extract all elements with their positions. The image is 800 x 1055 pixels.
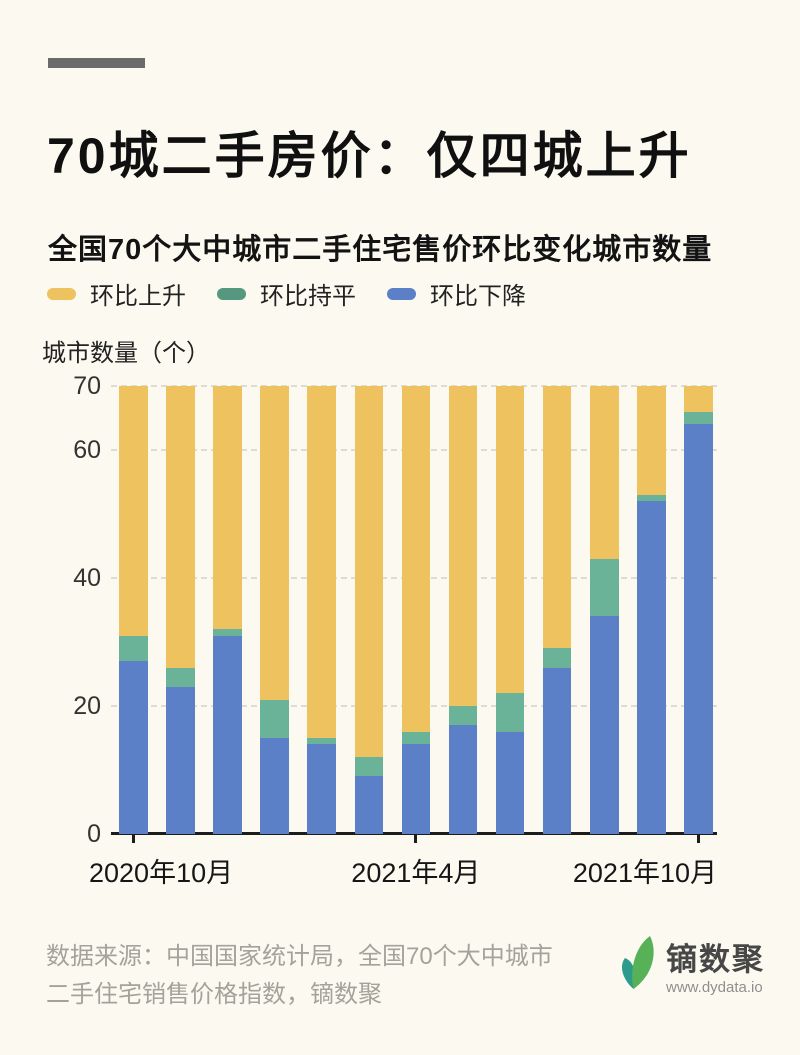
bar-segment-环比持平 (495, 693, 525, 732)
legend-item-环比下降: 环比下降 (387, 276, 526, 311)
bar-2020年11月 (166, 386, 195, 834)
legend-swatch (47, 287, 76, 300)
legend-label: 环比上升 (90, 283, 186, 310)
y-axis-title: 城市数量（个） (42, 340, 210, 367)
x-axis-tick (696, 835, 700, 843)
legend-swatch (387, 287, 416, 300)
legend-item-环比持平: 环比持平 (217, 276, 356, 311)
bar-segment-环比下降 (166, 686, 195, 834)
x-axis-tick (131, 835, 135, 843)
y-axis-tick-label: 20 (73, 692, 101, 720)
bar-segment-环比上升 (166, 386, 195, 668)
leaf-icon (621, 936, 654, 989)
bar-2020年10月 (119, 386, 148, 834)
bar-segment-环比上升 (542, 386, 572, 649)
data-source-line2: 二手住宅销售价格指数，镝数聚 (46, 981, 382, 1008)
legend: 环比上升 环比持平 环比下降 (47, 276, 526, 311)
bar-segment-环比上升 (448, 386, 478, 707)
bar-segment-环比下降 (401, 744, 431, 834)
data-source: 数据来源：中国国家统计局，全国70个大中城市 二手住宅销售价格指数，镝数聚 (46, 938, 553, 1014)
y-axis-tick-label: 60 (73, 436, 101, 464)
x-axis-label: 2021年4月 (351, 858, 481, 888)
bar-segment-环比上升 (260, 386, 289, 700)
bar-segment-环比持平 (166, 667, 195, 687)
bar-segment-环比下降 (684, 424, 713, 834)
bar-segment-环比下降 (637, 501, 666, 834)
chart-subtitle: 全国70个大中城市二手住宅售价环比变化城市数量 (48, 234, 713, 267)
bar-segment-环比持平 (542, 648, 572, 668)
bar-2021年8月 (590, 386, 619, 834)
bar-segment-环比下降 (542, 667, 572, 834)
bar-segment-环比上升 (213, 386, 242, 630)
y-axis-tick-label: 40 (73, 564, 101, 592)
x-axis-label: 2020年10月 (89, 858, 234, 888)
bar-segment-环比上升 (401, 386, 431, 732)
page-title: 70城二手房价：仅四城上升 (47, 127, 692, 184)
bar-2021年6月 (495, 386, 525, 834)
bar-2021年9月 (637, 386, 666, 834)
bar-segment-环比持平 (213, 629, 242, 636)
bar-segment-环比下降 (307, 744, 336, 834)
accent-bar (48, 58, 145, 68)
legend-label: 环比持平 (260, 283, 356, 310)
bar-segment-环比上升 (119, 386, 148, 636)
bar-segment-环比上升 (590, 386, 619, 559)
bar-segment-环比下降 (354, 776, 383, 834)
x-axis-tick (414, 835, 418, 843)
bar-2021年5月 (448, 386, 478, 834)
bar-segment-环比上升 (684, 386, 713, 412)
bar-segment-环比下降 (448, 725, 478, 834)
brand-text-block: 镝数聚 www.dydata.io (666, 934, 765, 996)
legend-label: 环比下降 (430, 283, 526, 310)
bar-segment-环比上升 (307, 386, 336, 739)
data-source-line1: 数据来源：中国国家统计局，全国70个大中城市 (46, 943, 553, 970)
legend-item-环比上升: 环比上升 (47, 276, 186, 311)
bar-2021年1月 (260, 386, 289, 834)
brand-name: 镝数聚 (666, 942, 765, 977)
bar-2020年12月 (213, 386, 242, 834)
bar-2021年7月 (542, 386, 572, 834)
bar-segment-环比下降 (590, 616, 619, 834)
bar-segment-环比上升 (495, 386, 525, 694)
bar-segment-环比持平 (684, 411, 713, 425)
bar-2021年4月 (401, 386, 431, 834)
bar-segment-环比持平 (590, 558, 619, 617)
bar-segment-环比下降 (213, 635, 242, 834)
bar-segment-环比下降 (119, 661, 148, 834)
x-axis-label: 2021年10月 (572, 858, 717, 888)
bar-2021年2月 (307, 386, 336, 834)
bar-segment-环比持平 (401, 731, 431, 745)
bar-2021年3月 (354, 386, 383, 834)
y-axis-tick-label: 70 (73, 372, 101, 400)
bar-segment-环比持平 (119, 635, 148, 662)
bar-segment-环比下降 (495, 731, 525, 834)
bar-2021年10月 (684, 386, 713, 834)
bar-segment-环比持平 (354, 757, 383, 777)
gridline-70 (111, 385, 717, 387)
bar-segment-环比持平 (637, 494, 666, 502)
bar-segment-环比持平 (307, 738, 336, 745)
bar-segment-环比下降 (260, 738, 289, 834)
bar-segment-环比上升 (637, 386, 666, 495)
y-axis-tick-label: 0 (87, 820, 101, 848)
bar-segment-环比上升 (354, 386, 383, 758)
bar-segment-环比持平 (448, 706, 478, 726)
brand-logo: 镝数聚 www.dydata.io (620, 934, 765, 996)
bar-segment-环比持平 (260, 699, 289, 738)
brand-url: www.dydata.io (666, 979, 763, 996)
legend-swatch (217, 287, 246, 300)
